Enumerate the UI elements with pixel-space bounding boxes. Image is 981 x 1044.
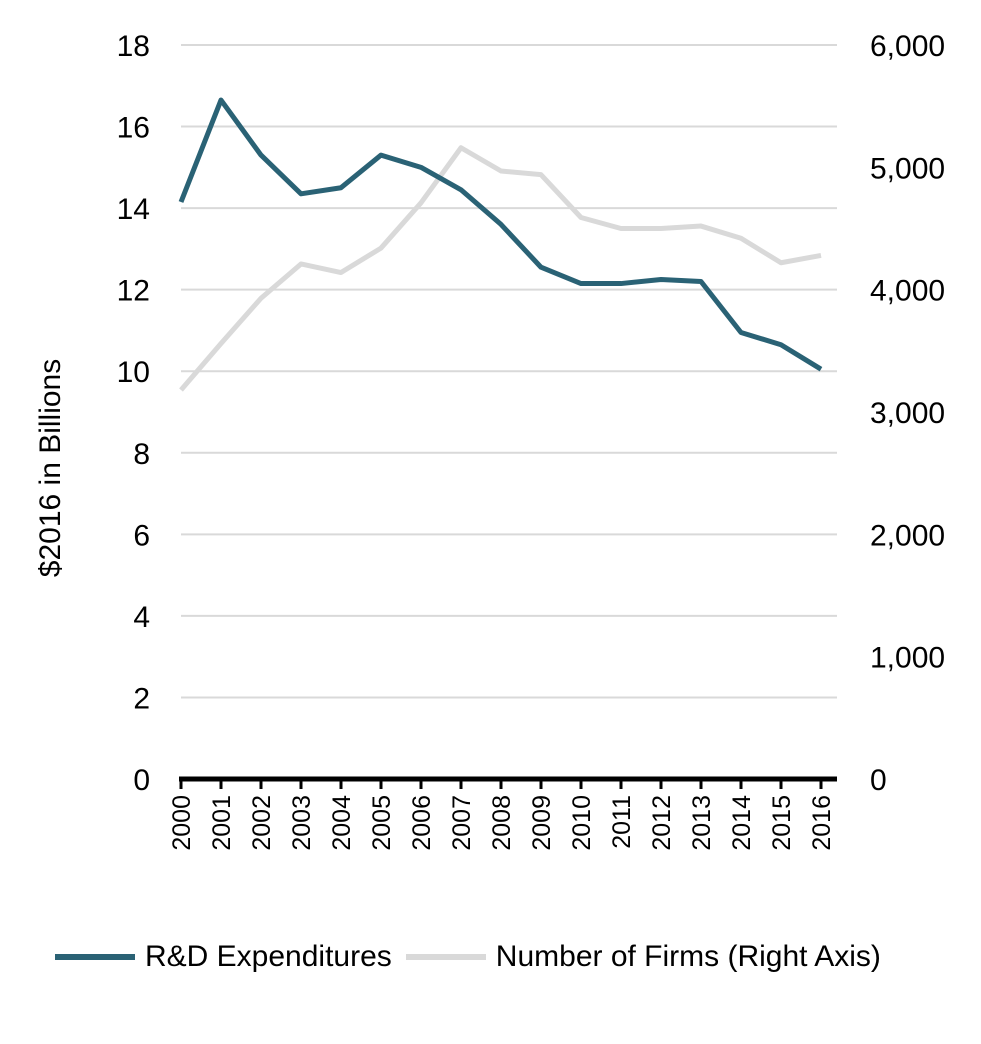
y2-tick-label: 3,000 xyxy=(870,397,945,430)
y2-tick-label: 1,000 xyxy=(870,642,945,675)
x-tick-label: 2002 xyxy=(248,795,276,851)
legend-label-number-of-firms: Number of Firms (Right Axis) xyxy=(495,940,881,973)
x-tick-label: 2008 xyxy=(488,795,516,851)
y-tick-label: 12 xyxy=(117,275,150,308)
x-tick-label: 2016 xyxy=(808,795,836,851)
y2-tick-label: 4,000 xyxy=(870,275,945,308)
x-tick-label: 2007 xyxy=(448,795,476,851)
x-tick-label: 2001 xyxy=(208,795,236,851)
y2-tick-label: 5,000 xyxy=(870,152,945,185)
legend: R&D Expenditures Number of Firms (Right … xyxy=(55,935,981,979)
x-tick-label: 2015 xyxy=(768,795,796,851)
series-line-number-of-firms xyxy=(179,145,822,392)
x-tick-label: 2004 xyxy=(328,795,356,851)
x-tick-label: 2009 xyxy=(528,795,556,851)
y2-tick-label: 0 xyxy=(870,764,887,797)
x-tick-label: 2003 xyxy=(288,795,316,851)
y-tick-label: 18 xyxy=(117,30,150,63)
y-tick-label: 16 xyxy=(117,112,150,145)
x-tick-label: 2011 xyxy=(608,795,636,849)
x-axis: 2000 2001 2002 2003 2004 2005 2006 2007 2008 2009… xyxy=(168,779,836,851)
y-tick-label: 14 xyxy=(117,193,150,226)
x-tick-label: 2014 xyxy=(728,795,756,851)
y-axis-title: $2016 in Billions xyxy=(34,359,67,577)
legend-swatch-number-of-firms xyxy=(405,954,486,960)
y-tick-label: 6 xyxy=(133,519,150,552)
x-tick-label: 2006 xyxy=(408,795,436,851)
y-tick-label: 4 xyxy=(133,601,150,634)
y-tick-label: 2 xyxy=(133,682,150,715)
x-tick-label: 2013 xyxy=(688,795,716,851)
x-tick-label: 2012 xyxy=(648,795,676,851)
legend-item-number-of-firms: Number of Firms (Right Axis) xyxy=(405,940,881,974)
y2-tick-label: 2,000 xyxy=(870,519,945,552)
gridlines xyxy=(181,44,837,699)
y2-tick-label: 6,000 xyxy=(870,30,945,63)
y-tick-label: 10 xyxy=(117,356,150,389)
y-tick-label: 8 xyxy=(133,438,150,471)
x-tick-label: 2010 xyxy=(568,795,596,851)
right-y-axis: 0 1,000 2,000 3,000 4,000 5,000 6,000 xyxy=(870,30,945,797)
series-lines xyxy=(178,97,823,392)
y-tick-label: 0 xyxy=(133,764,150,797)
legend-swatch-rd-expenditures xyxy=(55,954,135,960)
legend-label-rd-expenditures: R&D Expenditures xyxy=(145,940,392,973)
legend-item-rd-expenditures: R&D Expenditures xyxy=(55,940,392,974)
left-y-axis: 0 2 4 6 8 10 12 14 16 18 xyxy=(117,30,150,797)
x-tick-label: 2005 xyxy=(368,795,396,851)
x-tick-label: 2000 xyxy=(168,795,196,851)
